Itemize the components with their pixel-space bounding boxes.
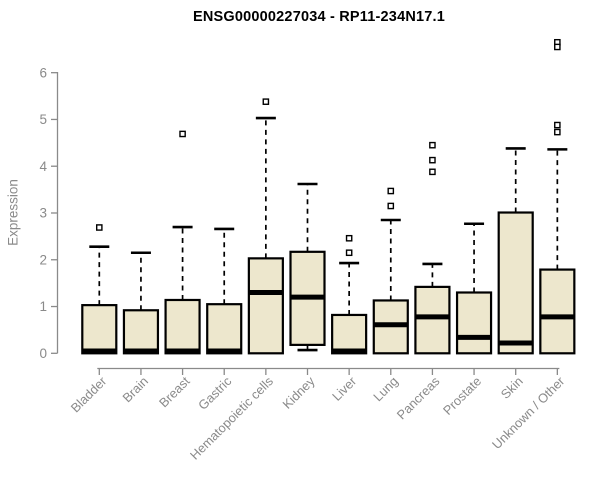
outlier-point <box>554 121 561 129</box>
box-brain <box>122 251 160 355</box>
iqr-box <box>122 309 160 355</box>
iqr-box <box>414 285 451 355</box>
x-tick-label: Prostate <box>440 374 484 418</box>
outlier-point <box>429 168 436 176</box>
outlier-point <box>429 156 436 164</box>
x-tick-label: Liver <box>329 373 360 404</box>
outlier-point <box>262 98 270 105</box>
box-skin <box>497 147 534 355</box>
box-lung <box>372 187 409 355</box>
iqr-box <box>81 304 118 355</box>
x-tick-label: Breast <box>156 373 193 410</box>
outlier-point <box>429 141 436 149</box>
outlier-point <box>554 43 561 51</box>
box-liver <box>331 234 368 355</box>
iqr-box <box>331 313 368 355</box>
box-bladder <box>81 224 118 355</box>
box-prostate <box>455 222 493 355</box>
x-tick-label: Brain <box>119 374 151 406</box>
iqr-box <box>455 291 493 355</box>
box-hematopoietic-cells <box>247 98 284 355</box>
x-tick-label: Skin <box>498 374 526 402</box>
x-tick-label: Unknown / Other <box>489 373 568 452</box>
x-tick-label: Kidney <box>279 373 318 412</box>
y-tick-label: 6 <box>39 65 47 80</box>
iqr-box <box>539 268 576 355</box>
box-kidney <box>289 182 326 352</box>
iqr-box <box>164 298 201 355</box>
x-tick-label: Lung <box>370 374 401 405</box>
iqr-box <box>247 257 284 355</box>
chart-title: ENSG00000227034 - RP11-234N17.1 <box>192 9 446 25</box>
box-breast <box>164 130 201 355</box>
outlier-point <box>387 202 395 210</box>
box-gastric <box>206 227 243 355</box>
y-tick-label: 4 <box>39 159 47 174</box>
box-pancreas <box>414 141 451 355</box>
y-tick-label: 1 <box>39 299 47 314</box>
outlier-point <box>554 128 561 136</box>
y-tick-label: 5 <box>39 112 47 127</box>
x-tick-label: Bladder <box>68 373 110 415</box>
outlier-point <box>179 130 186 138</box>
outlier-point <box>387 187 395 195</box>
x-tick-label: Gastric <box>195 373 235 413</box>
y-tick-label: 0 <box>39 346 47 361</box>
y-tick-label: 2 <box>39 252 47 267</box>
x-tick-label: Pancreas <box>394 374 443 423</box>
y-axis: 0 1 2 3 4 5 6 <box>39 65 59 361</box>
iqr-box <box>206 303 243 355</box>
iqr-box <box>497 211 534 355</box>
outlier-point <box>345 234 353 242</box>
y-tick-label: 3 <box>39 206 47 221</box>
outlier-point <box>345 249 353 257</box>
box-unknown-other <box>539 38 576 355</box>
outlier-point <box>95 224 103 231</box>
